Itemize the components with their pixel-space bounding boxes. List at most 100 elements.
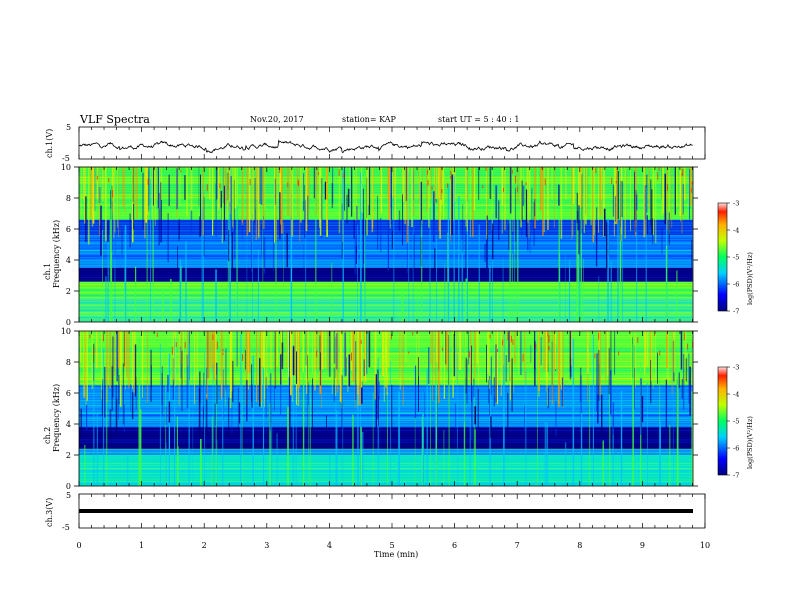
spectrogram-hotspot <box>512 339 514 345</box>
spectrogram-streak <box>569 259 571 322</box>
spectrogram-stripe <box>79 232 693 235</box>
spectrogram-streak <box>364 331 367 382</box>
spectrogram-streak <box>269 373 272 431</box>
spectrogram-hotspot <box>287 182 289 188</box>
spectrogram-streak <box>106 331 108 403</box>
spectrogram-streak <box>80 167 82 214</box>
spectrogram-hotspot <box>180 170 182 173</box>
spectrogram-streak <box>585 167 587 225</box>
spectrogram-streak <box>151 365 152 389</box>
spectrogram-streak <box>174 338 176 486</box>
spectrogram-streak <box>684 167 686 201</box>
spectrogram-stripe <box>79 274 693 277</box>
spectrogram-hotspot <box>360 339 362 345</box>
spectrogram-streak <box>118 167 119 238</box>
spectrogram-streak <box>486 215 488 274</box>
spectrogram-streak <box>325 331 327 369</box>
spectrogram-hotspot <box>654 333 655 336</box>
spectrogram-streak <box>491 167 493 230</box>
spectrogram-stripe <box>79 431 693 434</box>
spectrogram-streak <box>598 276 600 322</box>
spectrogram-streak <box>229 331 232 409</box>
spectrogram-streak <box>577 230 579 322</box>
spectrogram-streak <box>673 352 674 486</box>
spectrogram-streak <box>274 331 276 387</box>
spectrogram-streak <box>261 331 263 408</box>
spectrogram-stripe <box>79 397 693 399</box>
spectrogram-hotspot <box>637 337 639 343</box>
spectrogram-streak <box>271 422 273 486</box>
spectrogram-streak <box>667 331 669 383</box>
spectrogram-streak <box>599 167 602 216</box>
spectrogram-streak <box>335 336 337 378</box>
spectrogram-streak <box>186 167 188 217</box>
spectrogram-streak <box>654 167 657 244</box>
spectrogram-streak <box>510 331 512 403</box>
spectrogram-streak <box>421 220 423 322</box>
spectrogram-streak <box>487 331 489 374</box>
spectrogram-stripe <box>79 199 693 201</box>
spectrogram-streak <box>636 194 638 211</box>
spectrogram-streak <box>679 167 681 216</box>
spectrogram-streak <box>259 331 262 403</box>
spectrogram-streak <box>631 337 633 379</box>
spectrogram-streak <box>458 196 460 322</box>
spectrogram-streak <box>636 213 638 322</box>
spectrogram-streak <box>375 331 377 363</box>
spectrogram-streak <box>297 331 300 407</box>
spectrogram-streak <box>635 190 637 232</box>
ch3-waveform-panel: 5 -5 ch.3(V) <box>45 491 706 532</box>
spectrogram-streak <box>262 167 265 229</box>
spectrogram-streak <box>428 347 430 384</box>
xtick-label: 10 <box>700 541 710 550</box>
spectrogram-streak <box>478 167 480 200</box>
spectrogram-streak <box>462 204 464 252</box>
spectrogram-streak <box>200 174 201 237</box>
spectrogram-streak <box>181 331 182 364</box>
spectrogram-streak <box>650 179 652 227</box>
spectrogram-streak <box>416 288 418 322</box>
spectrogram-streak <box>465 167 467 201</box>
spectrogram-hotspot <box>548 346 550 351</box>
spectrogram-streak <box>418 331 420 377</box>
spectrogram-streak <box>610 260 612 322</box>
spectrogram-stripe <box>79 237 693 239</box>
spectrogram-streak <box>104 366 106 418</box>
spectrogram-streak <box>478 224 480 322</box>
spectrogram-streak <box>614 196 617 222</box>
spectrogram-streak <box>473 346 475 486</box>
spectrogram-streak <box>580 413 583 486</box>
spectrogram-streak <box>572 167 574 236</box>
spectrogram-hotspot <box>242 354 243 361</box>
spectrogram-streak <box>297 167 298 216</box>
spectrogram-streak <box>353 219 355 239</box>
spectrogram-streak <box>466 171 468 322</box>
spectrogram-streak <box>452 331 454 398</box>
spectrogram-streak <box>281 342 284 370</box>
spectrogram-stripe <box>79 387 693 389</box>
ch1-spectrogram-yticks: 0 2 4 6 8 10 <box>61 163 698 327</box>
spectrogram-streak <box>167 375 169 393</box>
spectrogram-streak <box>426 167 428 212</box>
spectrogram-stripe <box>79 240 693 242</box>
spectrogram-streak <box>294 331 296 377</box>
xtick-label: 6 <box>452 541 457 550</box>
spectrogram-streak <box>641 396 644 423</box>
spectrogram-streak <box>455 403 457 429</box>
spectrogram-streak <box>622 215 624 322</box>
spectrogram-streak <box>134 167 136 207</box>
spectrogram-hotspot <box>222 352 224 355</box>
spectrogram-streak <box>302 338 305 486</box>
spectrogram-streak <box>490 416 492 438</box>
spectrogram-hotspot <box>89 334 91 339</box>
xtick-label: 2 <box>202 541 207 550</box>
spectrogram-streak <box>192 365 194 486</box>
spectrogram-streak <box>562 331 564 408</box>
spectrogram-streak <box>241 357 243 486</box>
spectrogram-streak <box>337 331 339 393</box>
spectrogram-streak <box>471 345 472 402</box>
spectrogram-streak <box>263 236 266 274</box>
spectrogram-streak <box>651 189 653 235</box>
spectrogram-streak <box>321 331 324 369</box>
spectrogram-streak <box>468 331 469 365</box>
